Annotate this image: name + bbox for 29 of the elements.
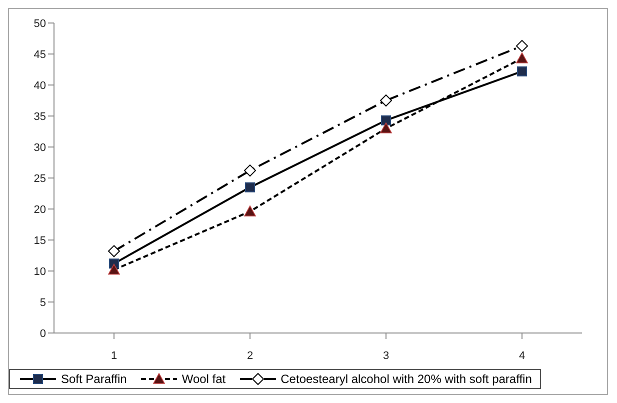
y-tick-label: 40 <box>34 80 46 92</box>
legend-label: Cetoestearyl alcohol with 20% with soft paraffin <box>280 372 532 386</box>
point <box>381 115 391 126</box>
point <box>517 66 527 76</box>
point <box>244 206 256 216</box>
point <box>108 245 120 258</box>
x-tick-label: 1 <box>110 350 118 362</box>
point <box>516 40 528 52</box>
y-tick-label: 20 <box>34 204 46 216</box>
point <box>380 94 392 106</box>
x-tick-label: 3 <box>382 350 390 362</box>
point <box>244 164 256 177</box>
y-tick-label: 50 <box>34 18 46 30</box>
y-tick-label: 30 <box>34 142 46 154</box>
y-tick-label: 0 <box>40 328 46 340</box>
point <box>245 182 255 192</box>
x-tick-label: 2 <box>246 350 254 362</box>
legend-label: Wool fat <box>182 372 226 386</box>
x-tick-label: 4 <box>518 350 526 362</box>
point <box>516 52 528 64</box>
y-tick-label: 25 <box>34 172 46 185</box>
y-tick-label: 5 <box>40 296 46 309</box>
point <box>380 122 392 134</box>
point <box>108 264 120 275</box>
y-tick-label: 35 <box>34 110 46 123</box>
y-tick-label: 10 <box>34 266 46 278</box>
y-tick-label: 45 <box>34 48 46 61</box>
y-tick-label: 15 <box>34 234 46 247</box>
legend-label: Soft Paraffin <box>61 372 127 386</box>
